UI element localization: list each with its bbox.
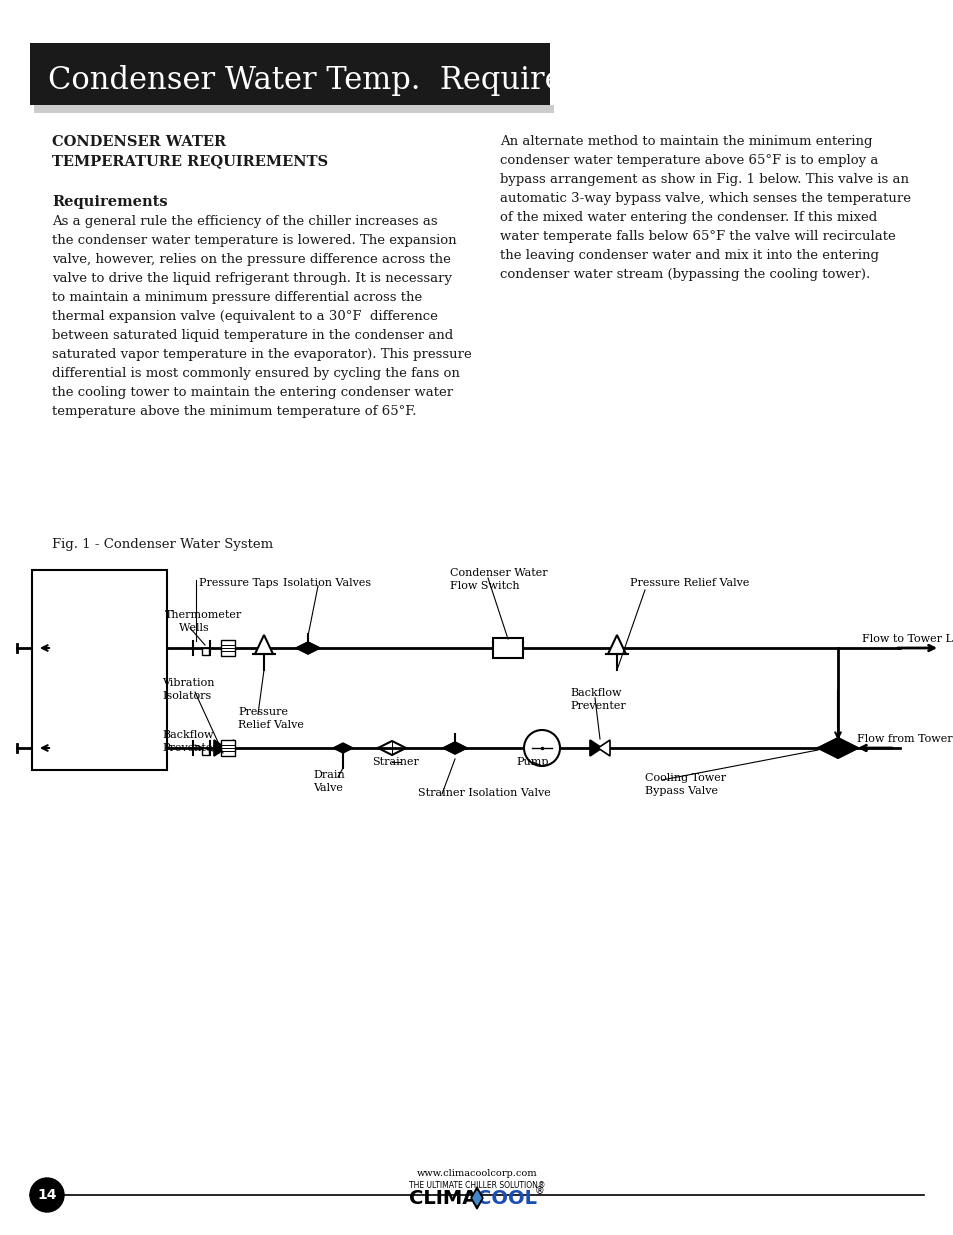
- Text: Strainer: Strainer: [372, 757, 418, 767]
- Polygon shape: [607, 635, 625, 655]
- Polygon shape: [442, 742, 467, 755]
- Bar: [202, 748, 209, 755]
- Text: Cooling Tower
Bypass Valve: Cooling Tower Bypass Valve: [644, 773, 725, 797]
- Bar: [221, 740, 234, 756]
- Polygon shape: [295, 642, 319, 655]
- Text: CONDENSER WATER
TEMPERATURE REQUIREMENTS: CONDENSER WATER TEMPERATURE REQUIREMENTS: [52, 135, 328, 168]
- Text: Flow to Tower Load: Flow to Tower Load: [862, 634, 953, 643]
- Circle shape: [30, 1178, 64, 1212]
- FancyBboxPatch shape: [34, 105, 554, 112]
- Text: An alternate method to maintain the minimum entering
condenser water temperature: An alternate method to maintain the mini…: [499, 135, 910, 282]
- Text: 14: 14: [37, 1188, 56, 1202]
- Text: Strainer Isolation Valve: Strainer Isolation Valve: [417, 788, 550, 798]
- Text: Vibration
Isolators: Vibration Isolators: [162, 678, 214, 701]
- Text: Pressure Taps: Pressure Taps: [199, 578, 278, 588]
- Text: Backflow
Preventer: Backflow Preventer: [569, 688, 625, 711]
- Text: Flow from Tower: Flow from Tower: [856, 734, 952, 743]
- FancyBboxPatch shape: [30, 43, 550, 105]
- Polygon shape: [222, 740, 233, 756]
- Polygon shape: [471, 1187, 482, 1209]
- Polygon shape: [598, 740, 609, 756]
- Text: www.climacoolcorp.com: www.climacoolcorp.com: [416, 1168, 537, 1177]
- Text: THE ULTIMATE CHILLER SOLUTION®: THE ULTIMATE CHILLER SOLUTION®: [409, 1182, 544, 1191]
- Text: COOL: COOL: [476, 1188, 537, 1208]
- Bar: [202, 648, 209, 655]
- Text: ®: ®: [535, 1186, 544, 1195]
- Text: Backflow
Preventer: Backflow Preventer: [162, 730, 217, 753]
- Circle shape: [523, 730, 559, 766]
- Bar: [493, 638, 522, 658]
- Polygon shape: [817, 739, 857, 758]
- Text: Pressure
Relief Valve: Pressure Relief Valve: [237, 706, 304, 730]
- Text: Drain
Valve: Drain Valve: [313, 769, 344, 793]
- Bar: [32, 571, 167, 769]
- Text: Condenser Water
Flow Switch: Condenser Water Flow Switch: [450, 568, 547, 592]
- Text: Requirements: Requirements: [52, 195, 168, 209]
- Text: Fig. 1 - Condenser Water System: Fig. 1 - Condenser Water System: [52, 538, 273, 551]
- Polygon shape: [254, 635, 273, 655]
- Text: Condenser Water Temp.  Requirements: Condenser Water Temp. Requirements: [48, 64, 657, 95]
- Text: CLIMA: CLIMA: [408, 1188, 476, 1208]
- Polygon shape: [473, 1191, 480, 1205]
- Text: Isolation Valves: Isolation Valves: [283, 578, 371, 588]
- Bar: [221, 640, 234, 656]
- Text: Pump: Pump: [516, 757, 548, 767]
- Text: Thermometer
    Wells: Thermometer Wells: [165, 610, 242, 634]
- Text: Pressure Relief Valve: Pressure Relief Valve: [629, 578, 749, 588]
- Polygon shape: [333, 743, 353, 753]
- Polygon shape: [213, 740, 226, 756]
- Polygon shape: [589, 740, 601, 756]
- Text: As a general rule the efficiency of the chiller increases as
the condenser water: As a general rule the efficiency of the …: [52, 215, 471, 417]
